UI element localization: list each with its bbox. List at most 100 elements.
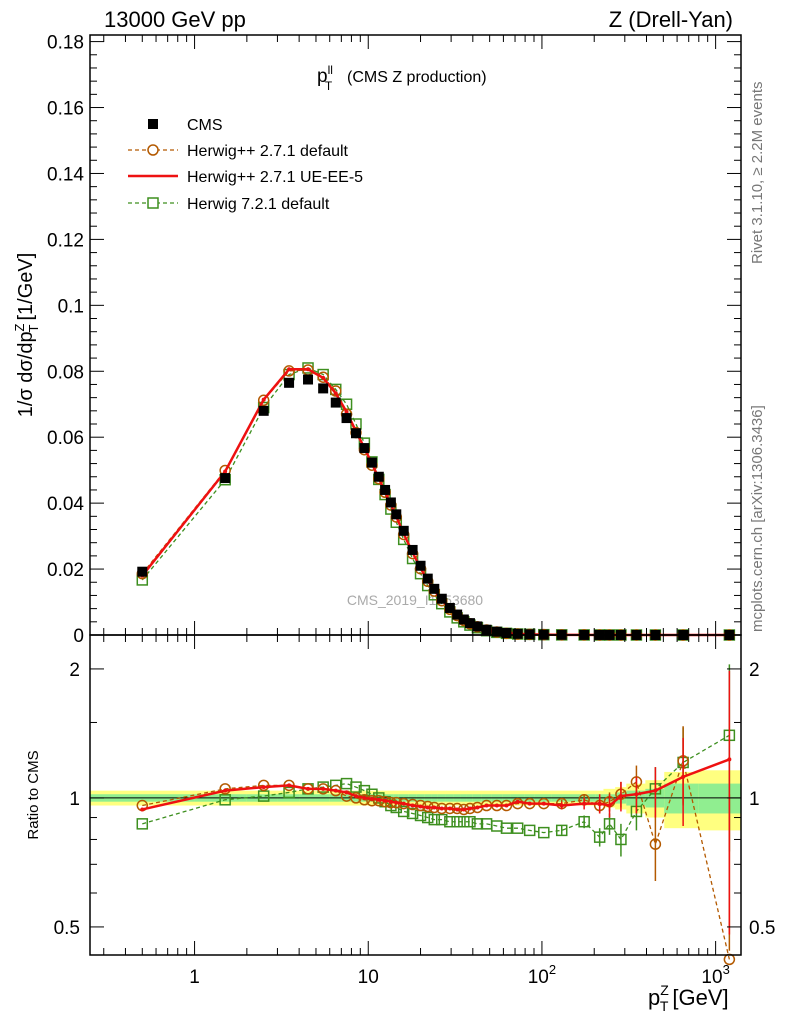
- ratio-point: [615, 833, 627, 846]
- ratio-point: [321, 786, 326, 791]
- ratio-point: [344, 790, 349, 795]
- data-point: [491, 626, 502, 637]
- ratio-series-0: [136, 726, 736, 966]
- plot-title-symbol: pll T: [317, 63, 333, 93]
- data-point: [380, 484, 391, 495]
- data-point: [444, 602, 455, 613]
- data-point: [261, 397, 266, 402]
- legend-label: Herwig++ 2.7.1 default: [187, 143, 349, 160]
- x-tick-label: 10: [358, 967, 379, 988]
- data-point: [472, 621, 483, 632]
- data-point: [317, 371, 329, 383]
- data-point: [318, 383, 329, 394]
- main-plot-area: CMS_2019_I1753680: [136, 362, 736, 641]
- data-point: [436, 593, 447, 604]
- data-point: [481, 624, 492, 635]
- mcplots-reference-text: mcplots.cern.ch [arXiv:1306.3436]: [749, 405, 766, 632]
- x-axis-label: pZ T [GeV]: [648, 982, 729, 1014]
- x-tick-label: 1: [189, 967, 200, 988]
- ratio-plot-area: [90, 664, 742, 966]
- data-point: [407, 544, 418, 555]
- ratio-point: [471, 818, 484, 830]
- main-y-axis: 0 0.02 0.04 0.06 0.08 0.1 0.12 0.14 0.16 0.18: [47, 33, 741, 647]
- ratio-point: [511, 822, 524, 834]
- ratio-point: [578, 815, 590, 828]
- ratio-point: [618, 794, 623, 799]
- ratio-point: [475, 805, 480, 810]
- data-point: [333, 391, 338, 396]
- ratio-point: [582, 801, 587, 806]
- ratio-y-tick-label-left: 2: [69, 660, 80, 681]
- ratio-point: [350, 781, 362, 793]
- ratio-point: [541, 801, 546, 806]
- ratio-panel-frame: [89, 634, 742, 956]
- data-point: [391, 509, 402, 520]
- data-point: [512, 628, 523, 639]
- ratio-point: [649, 838, 662, 850]
- y-tick-label: 0.08: [47, 362, 84, 383]
- y-tick-label: 0: [73, 626, 84, 647]
- data-point: [220, 473, 231, 484]
- band-inner-segment: [698, 783, 742, 814]
- data-point: [306, 367, 311, 372]
- ratio-y-tick-label-right: 2: [749, 660, 760, 681]
- data-point: [344, 409, 349, 414]
- x-tick-label: 102: [528, 962, 556, 988]
- ratio-point: [369, 796, 374, 801]
- ratio-point: [257, 779, 270, 792]
- data-point: [366, 457, 377, 468]
- legend-entry-1: Herwig++ 2.7.1 default: [128, 143, 349, 160]
- legend-entry-2: Herwig++ 2.7.1 UE-EE-5: [128, 169, 363, 186]
- data-point: [137, 566, 148, 577]
- legend-marker: [147, 197, 159, 209]
- ratio-x-axis: 1 10 102 103: [103, 635, 730, 988]
- ratio-series-layer: [136, 664, 736, 966]
- main-x-axis-ticks: [103, 35, 717, 635]
- ratio-point: [461, 807, 466, 812]
- ratio-point: [383, 798, 388, 803]
- ratio-point: [467, 806, 472, 811]
- data-point: [458, 614, 469, 625]
- y-tick-label: 0.16: [47, 99, 84, 120]
- analysis-watermark: CMS_2019_I1753680: [347, 592, 483, 608]
- data-point: [415, 560, 426, 571]
- ratio-point: [333, 788, 338, 793]
- data-point: [385, 497, 396, 508]
- ratio-point: [362, 795, 367, 800]
- main-y-axis-label: 1/σ dσ/dpZT[1/GeV]: [12, 253, 41, 418]
- ratio-point: [436, 813, 448, 826]
- data-point: [257, 394, 270, 407]
- ratio-point: [444, 815, 456, 828]
- data-point: [287, 367, 292, 372]
- ratio-point: [494, 803, 499, 808]
- ratio-point: [425, 805, 430, 810]
- ratio-point: [394, 800, 399, 805]
- ratio-point: [397, 805, 410, 818]
- data-point: [359, 443, 370, 454]
- band-inner-segment: [664, 783, 699, 814]
- ratio-point: [515, 799, 520, 804]
- ratio-point: [484, 803, 489, 808]
- svg-text:1/σ dσ/dpZT[1/GeV]: 1/σ dσ/dpZT[1/GeV]: [12, 253, 41, 418]
- ratio-point: [358, 784, 371, 797]
- data-point: [464, 618, 475, 629]
- ratio-point: [451, 815, 463, 828]
- data-point: [303, 374, 314, 385]
- ratio-point: [447, 806, 452, 811]
- ratio-point: [421, 811, 434, 824]
- data-point: [501, 628, 512, 639]
- ratio-point: [223, 788, 228, 793]
- ratio-point: [353, 794, 358, 799]
- data-point: [258, 405, 269, 416]
- ratio-point: [219, 794, 231, 806]
- data-point: [330, 385, 342, 397]
- data-point: [283, 365, 295, 377]
- ratio-y-axis: 0.5 0.5 1 1 2 2: [54, 660, 776, 939]
- ratio-y-tick-label-left: 1: [69, 789, 80, 810]
- ratio-point: [603, 818, 616, 830]
- main-series-layer: [136, 362, 736, 641]
- ratio-y-tick-label-right: 1: [749, 789, 760, 810]
- y-tick-label: 0.12: [47, 230, 84, 251]
- header-left: 13000 GeV pp: [104, 7, 246, 32]
